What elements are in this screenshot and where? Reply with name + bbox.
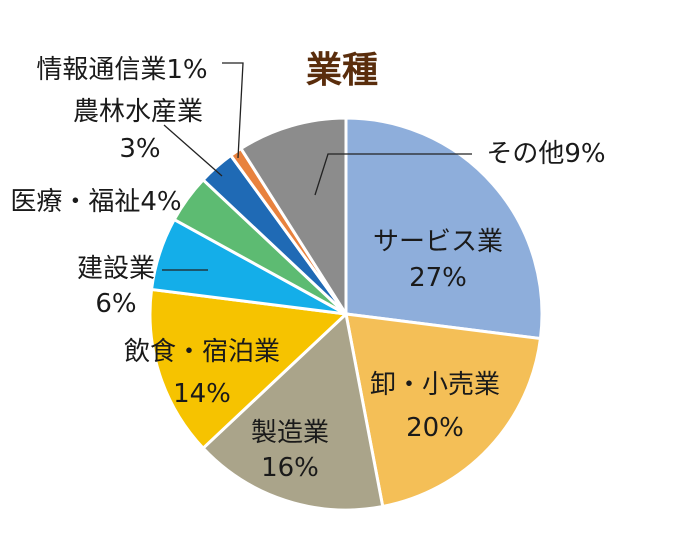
- slice-value-5: 6%: [95, 289, 136, 319]
- leader-line-8: [222, 62, 244, 159]
- pie-slice-2: [344, 312, 543, 509]
- slice-label-2: 卸・小売業: [370, 370, 500, 400]
- slice-label-7: 農林水産業: [73, 97, 203, 127]
- leader-line-7: [163, 124, 223, 177]
- slice-value-7: 3%: [119, 134, 160, 164]
- slice-value-1: 27%: [409, 263, 467, 293]
- slice-label-6: 医療・福祉4%: [10, 187, 181, 217]
- slice-label-8: 情報通信業1%: [36, 55, 207, 85]
- slice-label-1: サービス業: [373, 227, 503, 257]
- pie-slice-3: [201, 311, 385, 512]
- leader-line-9: [314, 153, 472, 196]
- slice-value-3: 16%: [261, 453, 319, 483]
- pie-slice-9: [238, 116, 348, 320]
- slice-value-4: 14%: [173, 379, 231, 409]
- slice-label-5: 建設業: [77, 254, 155, 284]
- pie-slice-4: [148, 287, 350, 451]
- pie-slice-1: [344, 116, 544, 341]
- slice-label-3: 製造業: [251, 418, 329, 448]
- slice-label-9: その他9%: [486, 139, 605, 169]
- slice-label-4: 飲食・宿泊業: [124, 337, 280, 367]
- chart-title: 業種: [306, 50, 378, 91]
- slice-value-2: 20%: [406, 413, 464, 443]
